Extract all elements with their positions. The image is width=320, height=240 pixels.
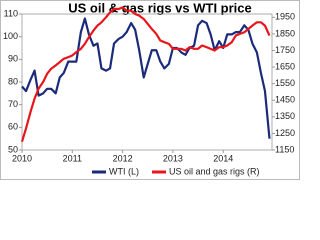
y-tick-label: 90 bbox=[8, 54, 18, 64]
y2-tick-label: 1950 bbox=[275, 12, 295, 22]
chart-title: US oil & gas rigs vs WTI price bbox=[68, 0, 252, 15]
y2-tick-label: 1550 bbox=[275, 78, 295, 88]
chart: US oil & gas rigs vs WTI price 50 60 70 80 9… bbox=[0, 0, 300, 180]
y-tick-label: 80 bbox=[8, 76, 18, 86]
x-tick-label: 2011 bbox=[63, 153, 82, 163]
y2-tick-label: 1850 bbox=[275, 28, 295, 38]
legend-label: US oil and gas rigs (R) bbox=[169, 166, 260, 176]
page: {"chart_data": {"type": "line", "title":… bbox=[0, 0, 300, 180]
y2-tick-label: 1650 bbox=[275, 61, 295, 71]
x-tick-label: 2010 bbox=[12, 153, 32, 163]
y-tick-label: 100 bbox=[3, 31, 18, 41]
legend: WTI (L) US oil and gas rigs (R) bbox=[92, 166, 260, 176]
x-tick-label: 2014 bbox=[213, 153, 233, 163]
y-tick-label: 60 bbox=[8, 122, 18, 132]
series-line bbox=[21, 17, 271, 139]
y2-tick-label: 1750 bbox=[275, 45, 295, 55]
x-tick-label: 2012 bbox=[113, 153, 133, 163]
y2-tick-label: 1450 bbox=[275, 95, 295, 105]
legend-label: WTI (L) bbox=[109, 166, 139, 176]
y2-tick-label: 1150 bbox=[275, 144, 294, 154]
series-line bbox=[20, 6, 271, 143]
y2-tick-label: 1250 bbox=[275, 128, 295, 138]
y2-tick-label: 1350 bbox=[275, 111, 295, 121]
y-tick-label: 110 bbox=[4, 8, 18, 18]
y-tick-label: 70 bbox=[8, 99, 18, 109]
y-tick-label: 50 bbox=[8, 144, 18, 154]
x-tick-label: 2013 bbox=[163, 153, 183, 163]
